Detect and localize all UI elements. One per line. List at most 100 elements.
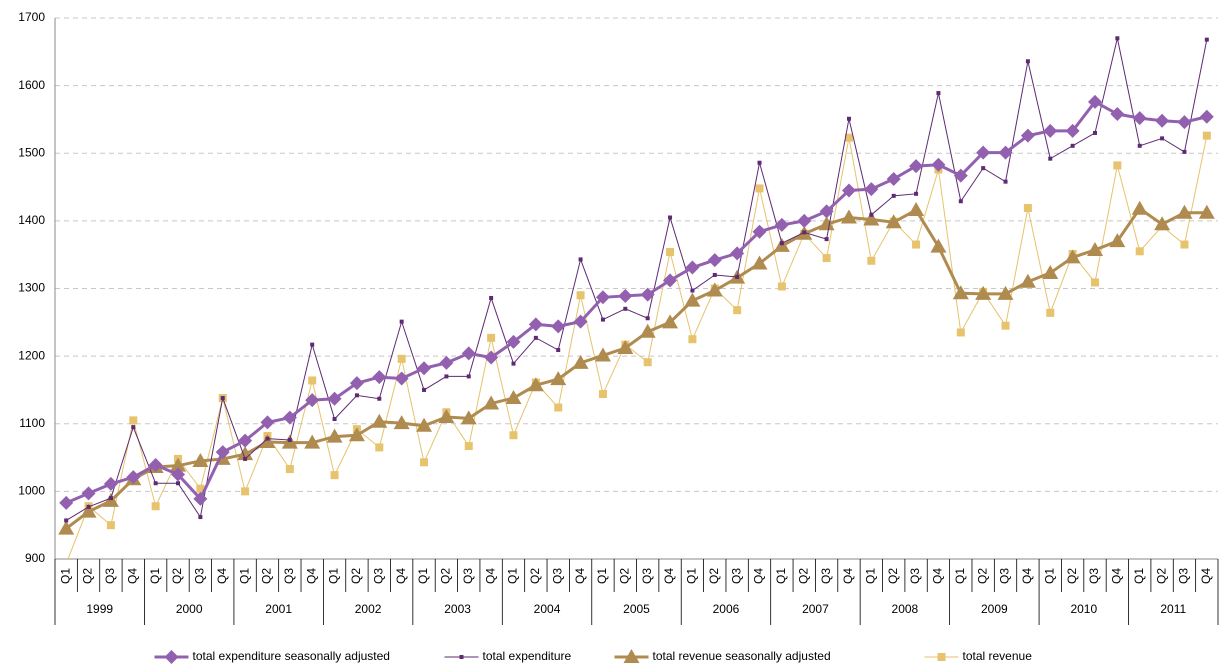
- marker: [62, 560, 70, 568]
- marker: [1001, 321, 1010, 330]
- marker: [397, 354, 406, 363]
- legend-marker: [459, 655, 464, 659]
- marker: [444, 374, 449, 379]
- marker: [777, 282, 786, 291]
- marker: [912, 240, 921, 249]
- legend-marker: [937, 653, 946, 661]
- marker: [308, 376, 317, 385]
- marker: [1046, 308, 1055, 317]
- marker: [1020, 128, 1035, 143]
- y-tick-label: 1400: [18, 213, 45, 227]
- marker: [327, 391, 342, 406]
- y-tick-label: 1300: [18, 281, 45, 295]
- marker: [863, 211, 880, 226]
- x-group-label: 2003: [444, 602, 471, 616]
- x-tick-label: Q2: [170, 568, 184, 584]
- x-tick-label: Q4: [931, 568, 945, 584]
- marker: [981, 166, 986, 171]
- marker: [1023, 204, 1032, 213]
- marker: [1154, 216, 1171, 231]
- legend-label: total revenue seasonally adjusted: [653, 649, 831, 663]
- marker: [688, 335, 697, 344]
- x-tick-label: Q3: [908, 568, 922, 584]
- marker: [375, 443, 384, 452]
- x-tick-label: Q1: [864, 568, 878, 584]
- marker: [1202, 131, 1211, 140]
- marker: [908, 202, 925, 217]
- marker: [1025, 59, 1030, 64]
- marker: [867, 256, 876, 265]
- marker: [1086, 241, 1103, 256]
- marker: [1042, 264, 1059, 279]
- marker: [1180, 240, 1189, 249]
- x-group-label: 2010: [1070, 602, 1097, 616]
- marker: [556, 348, 561, 353]
- marker: [779, 241, 784, 246]
- marker: [466, 374, 471, 379]
- marker: [220, 396, 225, 401]
- marker: [399, 319, 404, 324]
- marker: [259, 434, 276, 449]
- marker: [730, 246, 745, 261]
- x-tick-label: Q3: [640, 568, 654, 584]
- marker: [108, 496, 113, 501]
- legend-marker: [623, 649, 640, 663]
- marker: [930, 238, 947, 253]
- marker: [666, 247, 675, 256]
- marker: [643, 358, 652, 367]
- marker: [572, 354, 589, 369]
- marker: [554, 403, 563, 412]
- marker: [684, 292, 701, 307]
- x-tick-label: Q4: [841, 568, 855, 584]
- marker: [573, 314, 588, 329]
- marker: [931, 157, 946, 172]
- x-tick-label: Q3: [998, 568, 1012, 584]
- marker: [818, 216, 835, 231]
- marker: [1090, 278, 1099, 287]
- marker: [171, 467, 186, 482]
- marker: [755, 184, 764, 193]
- marker: [176, 481, 181, 486]
- marker: [1155, 113, 1170, 128]
- marker: [439, 355, 454, 370]
- x-tick-label: Q1: [595, 568, 609, 584]
- marker: [238, 433, 253, 448]
- marker: [822, 254, 831, 263]
- marker: [527, 377, 544, 392]
- marker: [1182, 149, 1187, 154]
- marker: [1019, 273, 1036, 288]
- marker: [617, 340, 634, 355]
- marker: [712, 272, 717, 277]
- marker: [422, 387, 427, 392]
- marker: [287, 437, 292, 442]
- marker: [416, 417, 433, 432]
- x-tick-label: Q1: [1042, 568, 1056, 584]
- marker: [975, 285, 992, 300]
- marker: [243, 456, 248, 461]
- x-tick-label: Q4: [1199, 568, 1213, 584]
- marker: [1177, 115, 1192, 130]
- marker: [326, 428, 343, 443]
- y-tick-label: 1100: [19, 416, 45, 430]
- x-tick-label: Q3: [461, 568, 475, 584]
- marker: [618, 288, 633, 303]
- marker: [869, 212, 874, 217]
- marker: [1109, 233, 1126, 248]
- marker: [997, 285, 1014, 300]
- marker: [576, 291, 585, 300]
- marker: [735, 275, 740, 280]
- legend-label: total expenditure seasonally adjusted: [193, 649, 390, 663]
- x-tick-label: Q2: [81, 568, 95, 584]
- x-group-label: 2009: [981, 602, 1008, 616]
- marker: [774, 217, 789, 232]
- marker: [623, 306, 628, 311]
- marker: [348, 427, 365, 442]
- x-group-label: 2005: [623, 602, 650, 616]
- marker: [600, 317, 605, 322]
- marker: [505, 390, 522, 405]
- marker: [757, 160, 762, 165]
- marker: [86, 504, 91, 509]
- x-tick-label: Q4: [752, 568, 766, 584]
- series-line: [65, 38, 1208, 521]
